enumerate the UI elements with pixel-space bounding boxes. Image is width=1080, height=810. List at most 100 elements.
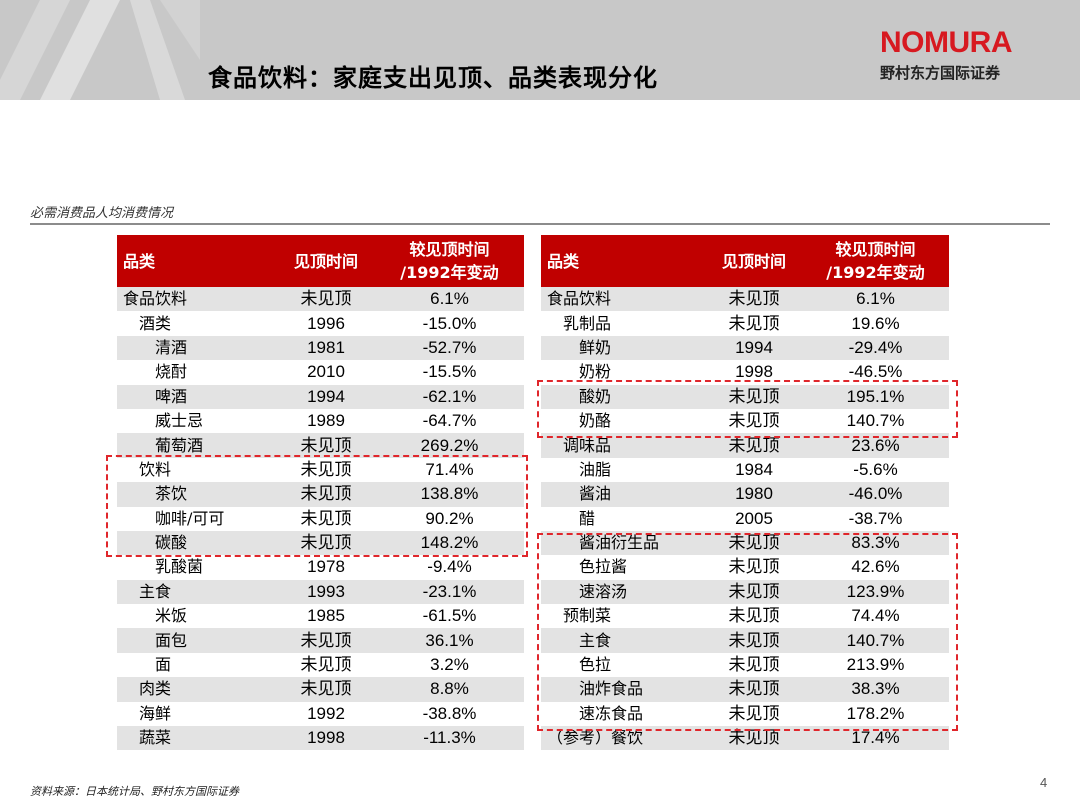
row-peak-time: 1994 — [277, 384, 375, 409]
row-peak-time: 未见顶 — [706, 652, 802, 678]
row-category: 食品饮料 — [541, 287, 706, 312]
row-change: 83.3% — [802, 530, 949, 556]
row-change: 74.4% — [802, 604, 949, 629]
row-category: 主食 — [541, 628, 706, 653]
row-category: 色拉 — [541, 652, 706, 678]
table-row: 速溶汤 未见顶 123.9% — [541, 579, 949, 605]
row-change: 23.6% — [802, 433, 949, 458]
table-row: 醋 2005 -38.7% — [541, 506, 949, 531]
row-change: -38.8% — [375, 701, 524, 727]
row-peak-time: 1984 — [706, 457, 802, 483]
table-row: 啤酒 1994 -62.1% — [117, 384, 524, 409]
row-category: 酸奶 — [541, 384, 706, 409]
row-peak-time: 1978 — [277, 555, 375, 580]
row-change: -15.0% — [375, 311, 524, 336]
table-row: 油炸食品 未见顶 38.3% — [541, 677, 949, 702]
row-change: 213.9% — [802, 652, 949, 678]
row-peak-time: 未见顶 — [706, 701, 802, 727]
table-row: 预制菜 未见顶 74.4% — [541, 604, 949, 629]
row-peak-time: 未见顶 — [706, 433, 802, 458]
row-category: 海鲜 — [117, 701, 277, 727]
table-row: 威士忌 1989 -64.7% — [117, 408, 524, 434]
section-label: 必需消费品人均消费情况 — [30, 206, 174, 221]
row-change: -23.1% — [375, 579, 524, 605]
row-change: 8.8% — [375, 677, 524, 702]
row-peak-time: 1998 — [706, 360, 802, 385]
row-category: 预制菜 — [541, 604, 706, 629]
table-row: 乳酸菌 1978 -9.4% — [117, 555, 524, 580]
row-change: 6.1% — [375, 287, 524, 312]
row-category: 油炸食品 — [541, 677, 706, 702]
row-category: 啤酒 — [117, 384, 277, 409]
row-change: 38.3% — [802, 677, 949, 702]
row-peak-time: 1989 — [277, 408, 375, 434]
header-peak-time: 见顶时间 — [277, 235, 375, 287]
row-change: -29.4% — [802, 335, 949, 361]
row-category: 米饭 — [117, 604, 277, 629]
table-row: 酱油 1980 -46.0% — [541, 482, 949, 507]
nomura-logo-subtitle: 野村东方国际证券 — [880, 64, 1001, 82]
row-peak-time: 1996 — [277, 311, 375, 336]
header-peak-time: 见顶时间 — [706, 235, 802, 287]
row-category: 酒类 — [117, 311, 277, 336]
row-category: 肉类 — [117, 677, 277, 702]
row-change: 195.1% — [802, 384, 949, 409]
row-category: （参考）餐饮 — [541, 726, 706, 751]
row-change: 178.2% — [802, 701, 949, 727]
row-peak-time: 未见顶 — [706, 579, 802, 605]
row-category: 碳酸 — [117, 530, 277, 556]
row-category: 速溶汤 — [541, 579, 706, 605]
row-change: -61.5% — [375, 604, 524, 629]
page-number: 4 — [1040, 775, 1048, 790]
row-change: -46.5% — [802, 360, 949, 385]
table-row: 酸奶 未见顶 195.1% — [541, 384, 949, 409]
row-peak-time: 1993 — [277, 579, 375, 605]
row-peak-time: 未见顶 — [277, 482, 375, 507]
row-change: -11.3% — [375, 726, 524, 751]
row-peak-time: 2010 — [277, 360, 375, 385]
row-peak-time: 1985 — [277, 604, 375, 629]
table-row: 面包 未见顶 36.1% — [117, 628, 524, 653]
table-row: 奶粉 1998 -46.5% — [541, 360, 949, 385]
table-row: 米饭 1985 -61.5% — [117, 604, 524, 629]
row-category: 奶酪 — [541, 408, 706, 434]
table-row: 酱油衍生品 未见顶 83.3% — [541, 530, 949, 556]
row-peak-time: 未见顶 — [706, 628, 802, 653]
row-peak-time: 1998 — [277, 726, 375, 751]
row-category: 清酒 — [117, 335, 277, 361]
row-category: 葡萄酒 — [117, 433, 277, 458]
table-row: 酒类 1996 -15.0% — [117, 311, 524, 336]
table-header-row: 品类 见顶时间 较见顶时间 /1992年变动 — [117, 235, 524, 287]
row-peak-time: 未见顶 — [277, 433, 375, 458]
row-category: 蔬菜 — [117, 726, 277, 751]
header-category: 品类 — [541, 235, 706, 287]
row-category: 面 — [117, 652, 277, 678]
table-row: 咖啡/可可 未见顶 90.2% — [117, 506, 524, 531]
row-peak-time: 未见顶 — [706, 287, 802, 312]
row-change: 90.2% — [375, 506, 524, 531]
row-peak-time: 未见顶 — [277, 652, 375, 678]
table-row: 食品饮料 未见顶 6.1% — [117, 287, 524, 312]
row-change: 140.7% — [802, 408, 949, 434]
row-category: 烧酎 — [117, 360, 277, 385]
row-peak-time: 未见顶 — [277, 628, 375, 653]
table-row: 乳制品 未见顶 19.6% — [541, 311, 949, 336]
row-change: -15.5% — [375, 360, 524, 385]
row-peak-time: 未见顶 — [277, 530, 375, 556]
consumption-table-left: 品类 见顶时间 较见顶时间 /1992年变动 食品饮料 未见顶 6.1% 酒类 1996… — [117, 235, 524, 751]
row-peak-time: 未见顶 — [706, 555, 802, 580]
header-change-line1: 较见顶时间 — [835, 240, 916, 259]
row-peak-time: 未见顶 — [706, 311, 802, 336]
table-row: 碳酸 未见顶 148.2% — [117, 530, 524, 556]
row-change: 6.1% — [802, 287, 949, 312]
table-row: 饮料 未见顶 71.4% — [117, 457, 524, 483]
row-peak-time: 未见顶 — [277, 677, 375, 702]
row-peak-time: 未见顶 — [277, 506, 375, 531]
header-change-line1: 较见顶时间 — [409, 240, 490, 259]
table-row: 奶酪 未见顶 140.7% — [541, 408, 949, 434]
row-category: 茶饮 — [117, 482, 277, 507]
row-change: 71.4% — [375, 457, 524, 483]
row-change: 36.1% — [375, 628, 524, 653]
table-row: 烧酎 2010 -15.5% — [117, 360, 524, 385]
row-category: 面包 — [117, 628, 277, 653]
